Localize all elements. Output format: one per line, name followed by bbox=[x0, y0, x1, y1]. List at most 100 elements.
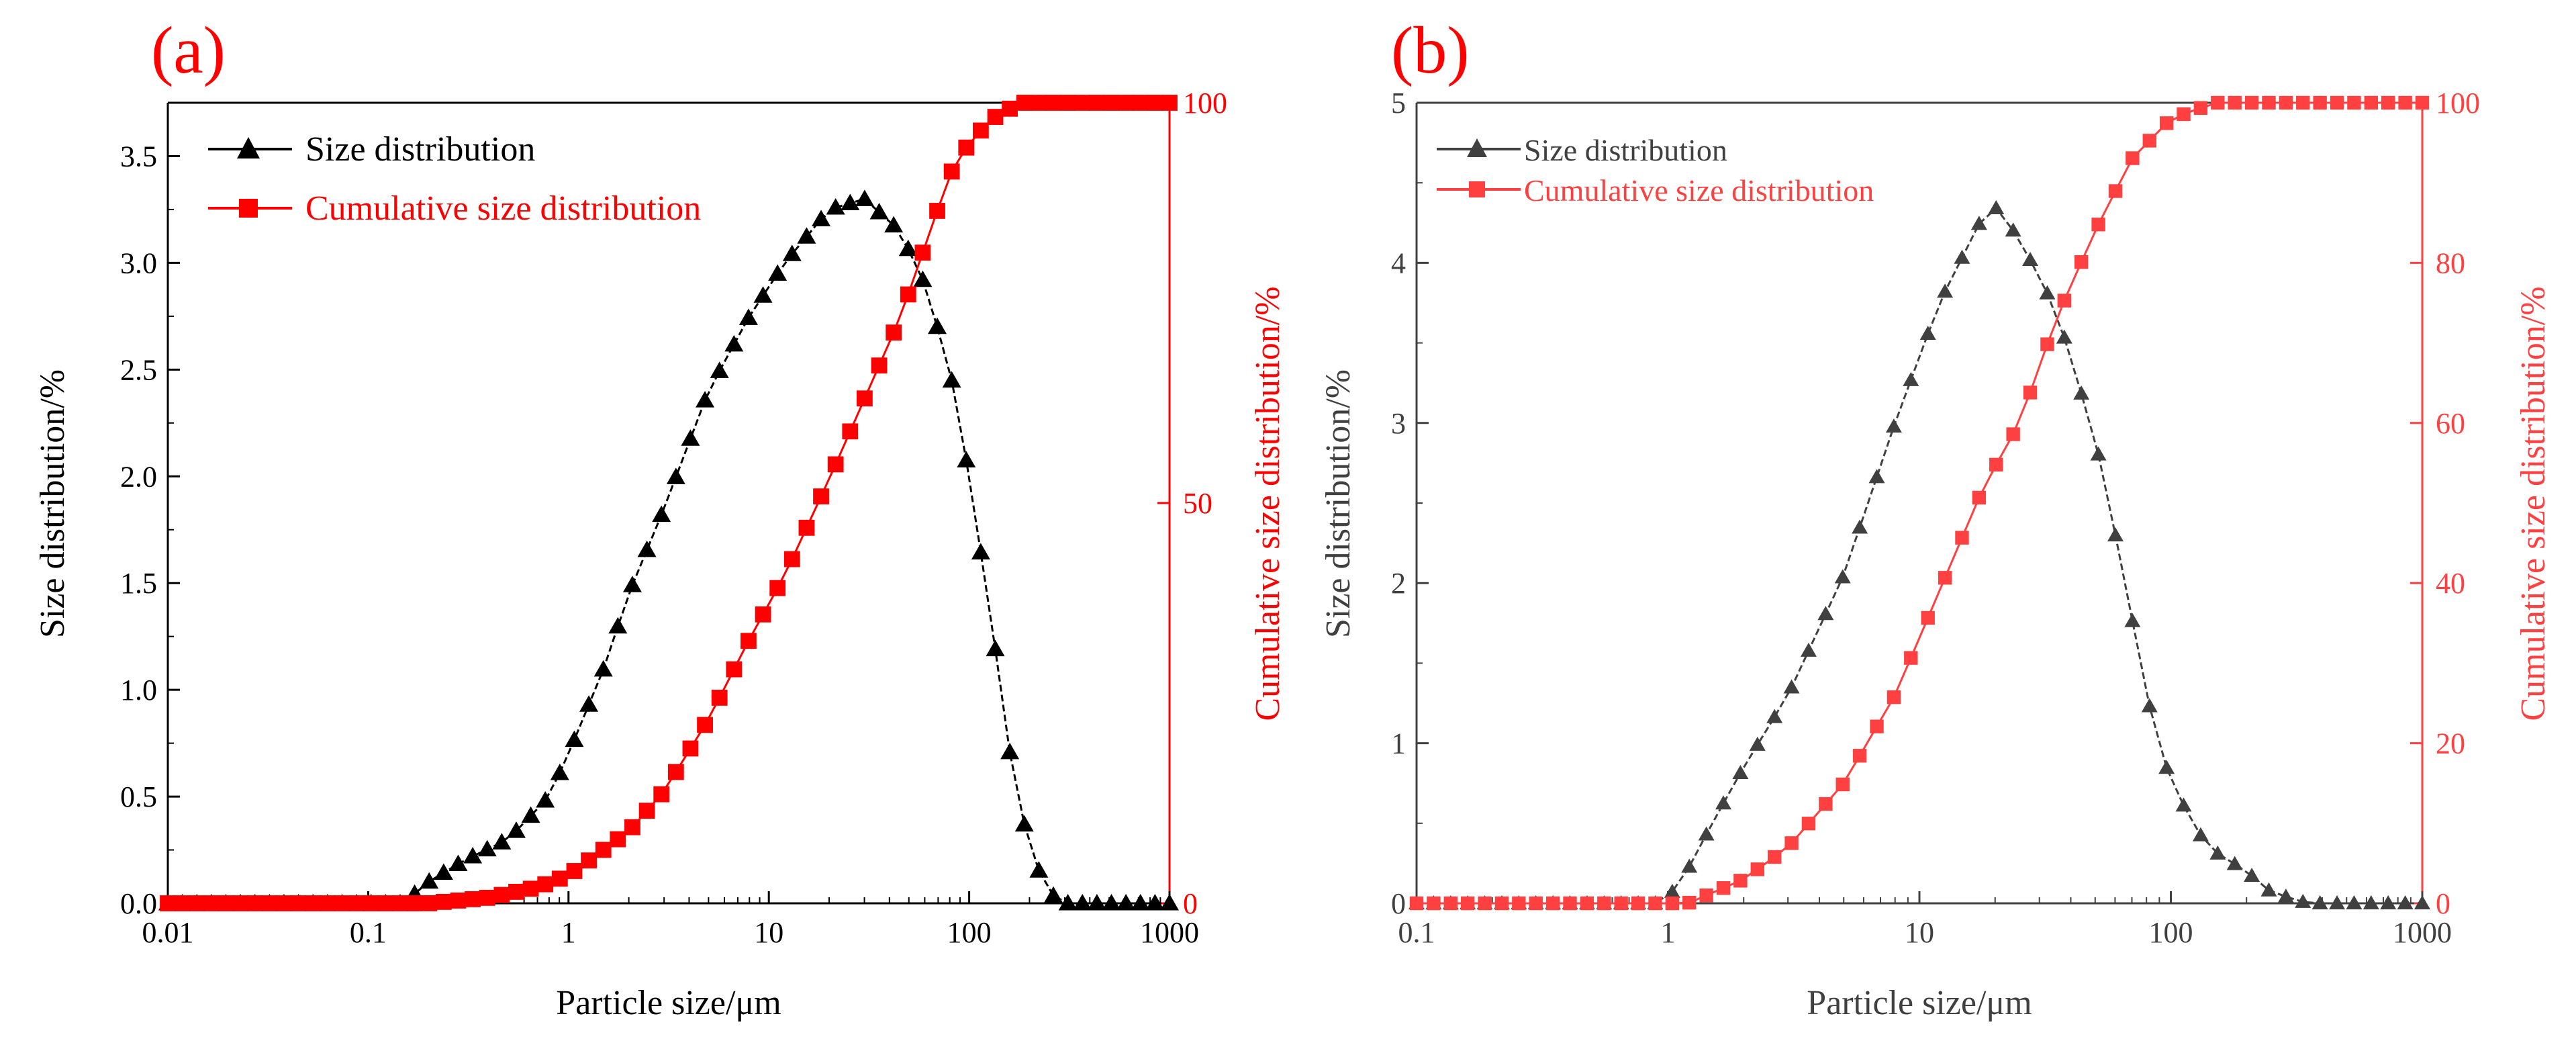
legend-square-marker bbox=[1469, 181, 1485, 197]
cumulative-distribution-point bbox=[1580, 896, 1594, 911]
size-distribution-point bbox=[550, 764, 569, 780]
cumulative-distribution-point bbox=[2177, 107, 2191, 122]
x-tick-label: 100 bbox=[2149, 916, 2193, 949]
size-distribution-point bbox=[1014, 815, 1034, 832]
size-distribution-point bbox=[1698, 826, 1715, 841]
cumulative-distribution-point bbox=[1955, 531, 1969, 545]
cumulative-distribution-point bbox=[2398, 95, 2412, 110]
cumulative-distribution-point bbox=[755, 606, 771, 623]
size-distribution-point bbox=[1681, 858, 1698, 873]
size-distribution-point bbox=[2295, 893, 2311, 908]
size-distribution-point bbox=[1817, 606, 1834, 621]
size-distribution-point bbox=[1000, 742, 1020, 760]
cumulative-distribution-point bbox=[2040, 337, 2054, 351]
legend-triangle-marker bbox=[237, 137, 260, 158]
y-left-tick-label: 5 bbox=[1391, 87, 1406, 120]
size-distribution-point bbox=[1868, 469, 1885, 484]
size-distribution-point bbox=[986, 639, 1005, 657]
cumulative-distribution-point bbox=[2364, 95, 2379, 110]
cumulative-distribution-point bbox=[406, 895, 423, 911]
cumulative-distribution-point bbox=[493, 887, 510, 903]
y-right-tick-label: 0 bbox=[1183, 887, 1198, 920]
x-axis-title: Particle size/μm bbox=[556, 984, 781, 1022]
cumulative-distribution-point bbox=[1088, 95, 1105, 111]
y-right-tick-label: 60 bbox=[2436, 407, 2465, 440]
cumulative-distribution-point bbox=[1118, 95, 1135, 111]
cumulative-distribution-point bbox=[1529, 896, 1543, 911]
size-distribution-point bbox=[1852, 519, 1868, 534]
size-distribution-point bbox=[696, 391, 715, 408]
size-distribution-point bbox=[724, 334, 744, 352]
panel-b-label: (b) bbox=[1391, 13, 1470, 87]
y-right-tick-label: 100 bbox=[1183, 87, 1227, 120]
size-distribution-point bbox=[1102, 894, 1121, 911]
cumulative-distribution-point bbox=[900, 286, 916, 303]
cumulative-distribution-point bbox=[711, 690, 728, 706]
x-tick-label: 1 bbox=[561, 916, 576, 949]
cumulative-distribution-point bbox=[1409, 896, 1424, 911]
cumulative-distribution-point bbox=[203, 895, 220, 911]
x-tick-label: 1 bbox=[1661, 916, 1676, 949]
cumulative-distribution-point bbox=[2415, 95, 2430, 110]
size-distribution-point bbox=[928, 317, 947, 334]
cumulative-distribution-point bbox=[1563, 896, 1577, 911]
y-left-tick-label: 2.0 bbox=[120, 460, 157, 493]
size-distribution-point bbox=[1937, 283, 1954, 298]
legend-label: Cumulative size distribution bbox=[305, 189, 701, 228]
y-left-tick-label: 1 bbox=[1391, 727, 1406, 760]
cumulative-distribution-point bbox=[2126, 151, 2140, 165]
y-left-tick-label: 0.5 bbox=[120, 780, 157, 813]
size-distribution-point bbox=[477, 840, 497, 857]
cumulative-distribution-point bbox=[1074, 95, 1091, 111]
size-distribution-point bbox=[2056, 329, 2072, 344]
x-tick-label: 10 bbox=[1905, 916, 1934, 949]
cumulative-distribution-point bbox=[638, 803, 655, 819]
cumulative-distribution-point bbox=[189, 895, 205, 911]
size-distribution-point bbox=[1664, 883, 1680, 898]
cumulative-distribution-point bbox=[2313, 95, 2327, 110]
size-distribution-point bbox=[434, 863, 453, 880]
cumulative-distribution-point bbox=[2091, 218, 2105, 232]
cumulative-distribution-point bbox=[290, 895, 307, 911]
size-distribution-point bbox=[1988, 199, 2005, 214]
cumulative-distribution-point bbox=[726, 661, 743, 678]
size-distribution-point bbox=[1073, 894, 1092, 911]
cumulative-distribution-point bbox=[958, 139, 975, 156]
y-right-tick-label: 100 bbox=[2436, 87, 2480, 120]
size-distribution-point bbox=[2192, 827, 2209, 842]
cumulative-distribution-point bbox=[479, 889, 495, 906]
size-distribution-line bbox=[1417, 206, 2422, 905]
size-distribution-point bbox=[710, 361, 729, 378]
size-distribution-point bbox=[2414, 895, 2430, 909]
size-distribution-point bbox=[812, 210, 831, 226]
cumulative-distribution-point bbox=[305, 895, 322, 911]
size-distribution-point bbox=[913, 270, 933, 287]
size-distribution-point bbox=[2363, 895, 2379, 909]
cumulative-distribution-point bbox=[1938, 571, 1952, 585]
cumulative-distribution-point bbox=[741, 633, 757, 649]
cumulative-distribution-point bbox=[1784, 836, 1799, 850]
size-distribution-point bbox=[448, 854, 468, 871]
cumulative-distribution-point bbox=[1161, 95, 1178, 111]
cumulative-distribution-point bbox=[1059, 95, 1076, 111]
cumulative-distribution-point bbox=[334, 895, 350, 911]
size-distribution-point bbox=[1058, 894, 1078, 911]
size-distribution-point bbox=[2090, 446, 2107, 461]
cumulative-distribution-point bbox=[1852, 749, 1867, 763]
size-distribution-point bbox=[1145, 894, 1165, 911]
panel-a: (a) 0.01 0.1 1 10 100 10000.00.51.01.52.02.53… bbox=[34, 13, 1287, 1022]
size-distribution-point bbox=[738, 308, 758, 325]
size-distribution-point bbox=[1954, 249, 1970, 264]
cumulative-distribution-point bbox=[377, 895, 394, 911]
cumulative-distribution-point bbox=[392, 895, 408, 911]
size-distribution-point bbox=[797, 227, 816, 244]
size-distribution-point bbox=[652, 505, 671, 523]
size-distribution-point bbox=[593, 660, 613, 677]
cumulative-distribution-point bbox=[1819, 797, 1833, 811]
size-distribution-point bbox=[2329, 895, 2346, 909]
size-distribution-point bbox=[1919, 325, 1936, 340]
cumulative-distribution-point bbox=[363, 895, 379, 911]
size-distribution-point bbox=[2260, 882, 2277, 897]
size-distribution-point bbox=[2005, 222, 2021, 237]
y-right-axis-title: Cumulative size distribution/% bbox=[1249, 286, 1287, 721]
